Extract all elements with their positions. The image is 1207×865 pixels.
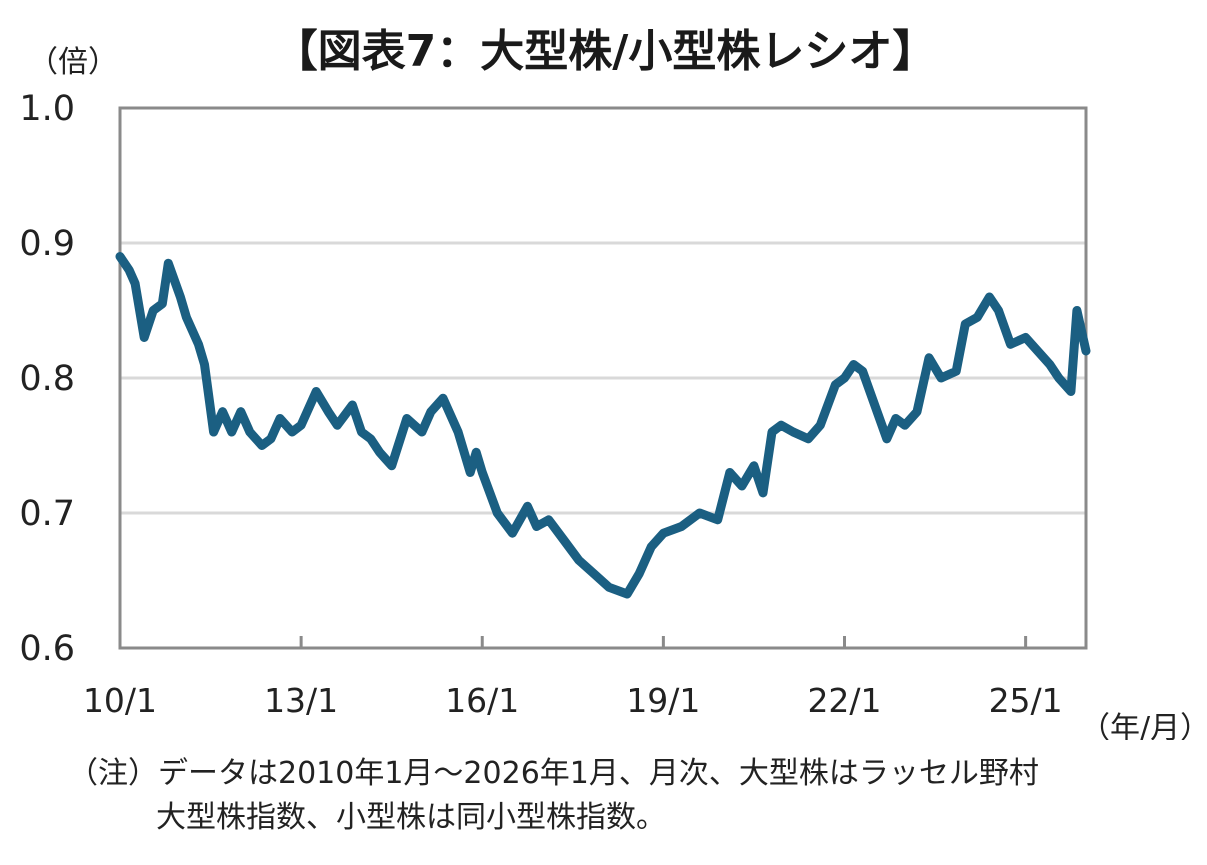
chart-svg: 【図表7：大型株/小型株レシオ】 （倍） （年/月） 1.0 0.9 0.8 0.7 0… bbox=[19, 26, 1207, 740]
x-tick-label: 10/1 bbox=[83, 681, 157, 720]
footnote-line-1: （注）データは2010年1月～2026年1月、月次、大型株はラッセル野村 bbox=[68, 756, 1039, 791]
x-axis-ticks: 10/1 13/1 16/1 19/1 22/1 25/1 bbox=[83, 636, 1063, 720]
plot-area-frame bbox=[118, 106, 1088, 650]
series-line bbox=[115, 252, 1091, 599]
y-tick-label: 0.9 bbox=[19, 224, 75, 264]
y-axis-ticks: 1.0 0.9 0.8 0.7 0.6 bbox=[19, 89, 75, 669]
series-layer bbox=[115, 252, 1091, 599]
x-tick-label: 13/1 bbox=[264, 681, 338, 720]
y-unit-label: （倍） bbox=[28, 45, 118, 80]
y-tick-label: 0.6 bbox=[19, 629, 75, 669]
x-unit-label: （年/月） bbox=[1080, 711, 1207, 740]
chart-title: 【図表7：大型株/小型株レシオ】 bbox=[274, 26, 937, 77]
y-tick-label: 1.0 bbox=[19, 89, 75, 129]
footnote-line-2: 大型株指数、小型株は同小型株指数。 bbox=[156, 800, 666, 835]
y-tick-label: 0.7 bbox=[19, 494, 75, 534]
x-tick-label: 19/1 bbox=[626, 681, 700, 720]
x-tick-label: 16/1 bbox=[445, 681, 519, 720]
x-tick-label: 25/1 bbox=[989, 681, 1063, 720]
y-tick-label: 0.8 bbox=[19, 359, 75, 399]
x-tick-label: 22/1 bbox=[807, 681, 881, 720]
